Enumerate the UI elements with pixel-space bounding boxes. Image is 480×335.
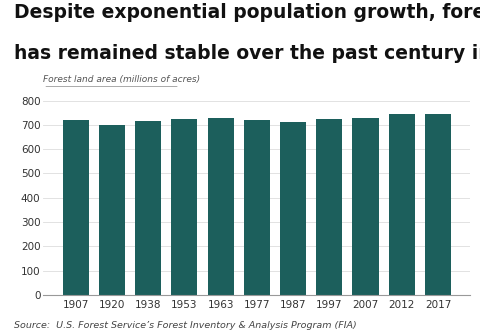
Bar (99, 125, 125, 295)
Bar (316, 120, 342, 295)
Text: Source:  U.S. Forest Service’s Forest Inventory & Analysis Program (FIA): Source: U.S. Forest Service’s Forest Inv… (14, 321, 357, 330)
Bar (62, 120, 89, 295)
Bar (171, 119, 197, 295)
Bar (389, 114, 415, 295)
Text: has remained stable over the past century in the U.S.: has remained stable over the past centur… (14, 44, 480, 63)
Bar (135, 121, 161, 295)
Bar (280, 122, 306, 295)
Bar (425, 114, 451, 295)
Bar (207, 118, 234, 295)
Text: Despite exponential population growth, forest land area: Despite exponential population growth, f… (14, 3, 480, 22)
Text: Forest land area (millions of acres): Forest land area (millions of acres) (43, 75, 200, 84)
Bar (352, 118, 379, 295)
Bar (244, 120, 270, 295)
